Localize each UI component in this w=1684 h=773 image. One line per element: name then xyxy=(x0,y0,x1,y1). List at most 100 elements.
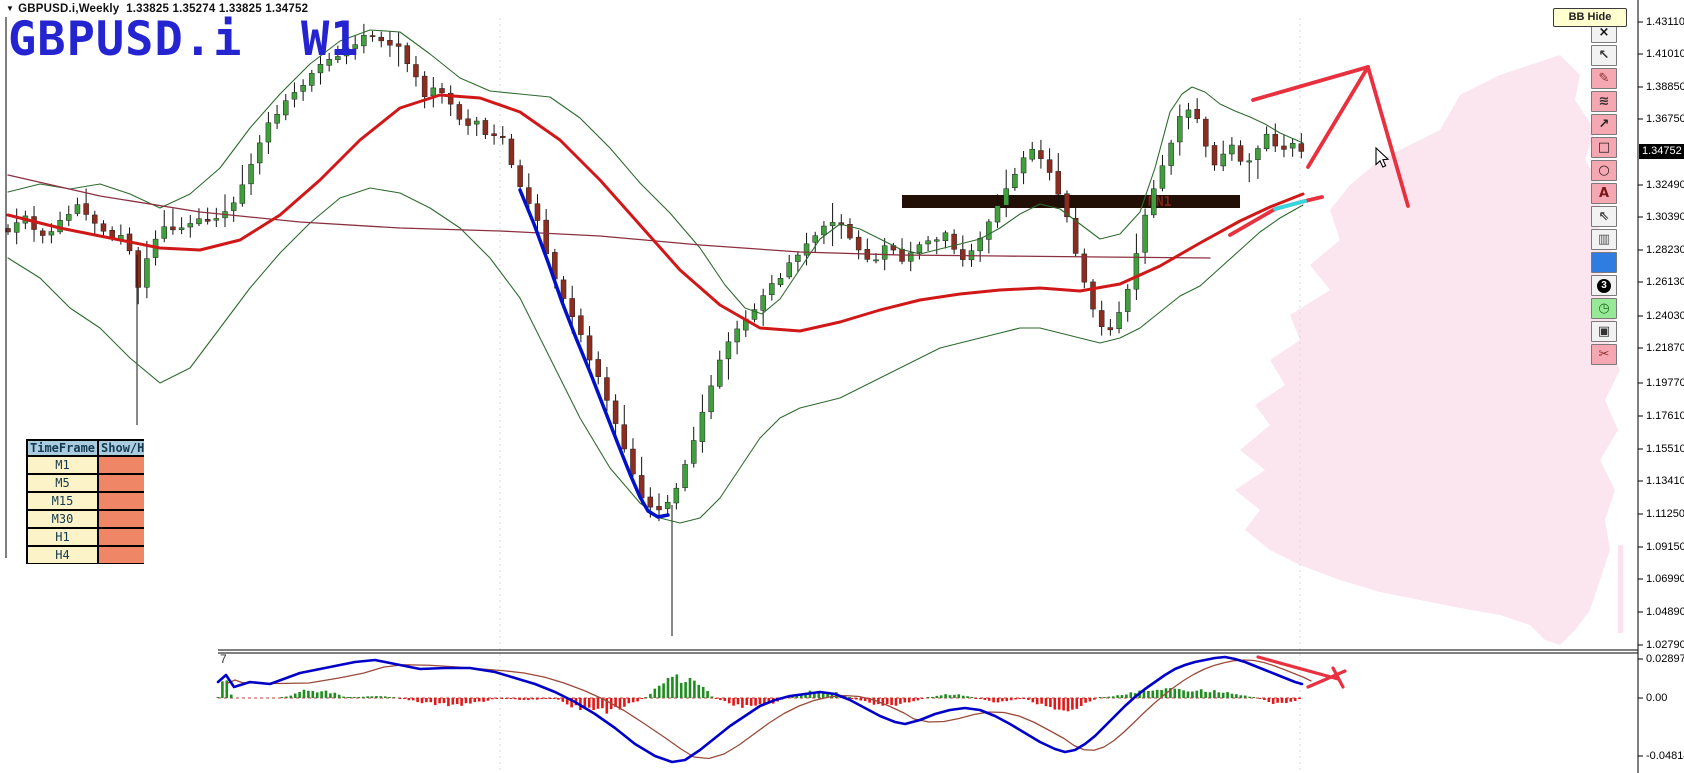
trash-button[interactable]: ▥ xyxy=(1591,229,1617,250)
histogram-bar xyxy=(1195,690,1199,698)
histogram-bar xyxy=(451,698,455,705)
blue-swatch-button[interactable] xyxy=(1591,252,1617,273)
candle-body xyxy=(100,223,107,232)
candle-body xyxy=(647,496,654,508)
indicator-name-label: 7 xyxy=(220,652,227,666)
histogram-bar xyxy=(885,698,889,705)
arrow-ne-tool-button[interactable]: ↗ xyxy=(1591,114,1617,135)
candle-body xyxy=(795,254,801,262)
histogram-bar xyxy=(1239,695,1243,698)
chart-title-bar[interactable]: ▼ GBPUSD.i,Weekly 1.33825 1.35274 1.33825… xyxy=(6,3,308,15)
histogram-bar xyxy=(379,696,383,698)
candle-body xyxy=(1116,312,1122,329)
histogram-bar xyxy=(407,698,411,701)
text-tool-button[interactable]: A xyxy=(1591,183,1617,204)
candle-body xyxy=(1064,193,1070,218)
histogram-bar xyxy=(987,698,991,701)
pink-streak xyxy=(1618,545,1623,633)
histogram-bar xyxy=(644,697,648,698)
histogram-bar xyxy=(1044,698,1048,707)
histogram-bar xyxy=(1177,689,1181,698)
scissors-button[interactable]: ✂ xyxy=(1591,344,1617,365)
histogram-bar xyxy=(540,698,543,699)
candle-body xyxy=(404,45,411,64)
candle-body xyxy=(812,235,818,243)
candle-body xyxy=(1098,310,1105,327)
price-tick-label: 1.09150 xyxy=(1646,541,1684,553)
rectangle-tool-button[interactable]: □ xyxy=(1591,137,1617,158)
candle-body xyxy=(786,262,792,278)
tf-row-m1: M1 xyxy=(26,455,144,475)
tf-row-m5: M5 xyxy=(26,473,144,493)
candle-body xyxy=(1020,157,1027,174)
bollinger-upper-band xyxy=(7,29,1304,315)
candle-body xyxy=(213,218,220,221)
tf-toggle-m30[interactable] xyxy=(97,509,144,529)
candle-body xyxy=(517,165,523,187)
tf-toggle-m1[interactable] xyxy=(97,455,144,475)
candle-body xyxy=(1203,118,1209,147)
candle-body xyxy=(283,100,289,116)
histogram-bar xyxy=(916,698,920,701)
cursor-tool-button[interactable]: ↖ xyxy=(1591,45,1617,66)
indicator-main-line xyxy=(216,655,1304,764)
histogram-bar xyxy=(605,698,609,714)
candle-body xyxy=(39,230,46,236)
histogram-bar xyxy=(455,698,459,705)
candle-body xyxy=(196,218,202,225)
histogram-bar xyxy=(1005,698,1009,702)
candle-body xyxy=(1046,159,1053,173)
bb-hide-button[interactable]: BB Hide xyxy=(1553,8,1627,27)
price-tick-label: 1.15510 xyxy=(1646,443,1684,455)
histogram-bar xyxy=(1186,691,1190,698)
histogram-bar xyxy=(948,695,952,698)
histogram-bar xyxy=(1280,698,1284,703)
histogram-bar xyxy=(1208,692,1212,698)
histogram-bar xyxy=(469,698,472,704)
tf-toggle-h4[interactable] xyxy=(97,545,144,564)
histogram-bar xyxy=(1160,689,1163,698)
candle-body xyxy=(873,259,879,262)
candle-body xyxy=(66,214,72,221)
histogram-bar xyxy=(280,697,284,698)
histogram-bar xyxy=(375,695,378,698)
candle-body xyxy=(369,35,376,37)
candle-body xyxy=(1194,108,1200,120)
candle-body xyxy=(1038,150,1044,159)
candle-body xyxy=(595,359,601,377)
hand-tool-button[interactable]: ⇖ xyxy=(1591,206,1617,227)
candle-body xyxy=(673,487,680,504)
histogram-bar xyxy=(324,690,328,698)
histogram-bar xyxy=(522,698,526,700)
number-3-button[interactable]: 3 xyxy=(1591,275,1617,296)
histogram-bar xyxy=(1018,698,1022,699)
histogram-bar xyxy=(342,696,345,698)
histogram-bar xyxy=(1120,695,1124,698)
histogram-bar xyxy=(416,698,419,703)
tf-row-m15: M15 xyxy=(26,491,144,511)
tf-toggle-h1[interactable] xyxy=(97,527,144,547)
chevron-down-icon[interactable]: ▼ xyxy=(6,4,15,13)
histogram-bar xyxy=(899,698,902,704)
histogram-bar xyxy=(285,696,288,698)
histogram-bar xyxy=(714,698,718,699)
histogram-bar xyxy=(868,698,871,703)
histogram-bar xyxy=(754,698,757,706)
ellipse-tool-button[interactable]: ○ xyxy=(1591,160,1617,181)
candle-body xyxy=(769,283,775,296)
save-button[interactable]: ▣ xyxy=(1591,321,1617,342)
candle-body xyxy=(508,138,515,165)
candle-body xyxy=(855,236,862,251)
histogram-bar xyxy=(1263,698,1266,701)
tf-toggle-m15[interactable] xyxy=(97,491,144,511)
tf-toggle-m5[interactable] xyxy=(97,473,144,493)
pencil-tool-button[interactable]: ✎ xyxy=(1591,68,1617,89)
histogram-bar xyxy=(1217,692,1221,698)
waves-tool-button[interactable]: ≋ xyxy=(1591,91,1617,112)
price-tick-label: 1.21870 xyxy=(1646,342,1684,354)
histogram-bar xyxy=(688,677,692,698)
histogram-bar xyxy=(758,698,762,705)
price-tick-label: 1.13410 xyxy=(1646,475,1684,487)
clock-button[interactable]: ◷ xyxy=(1591,298,1617,319)
